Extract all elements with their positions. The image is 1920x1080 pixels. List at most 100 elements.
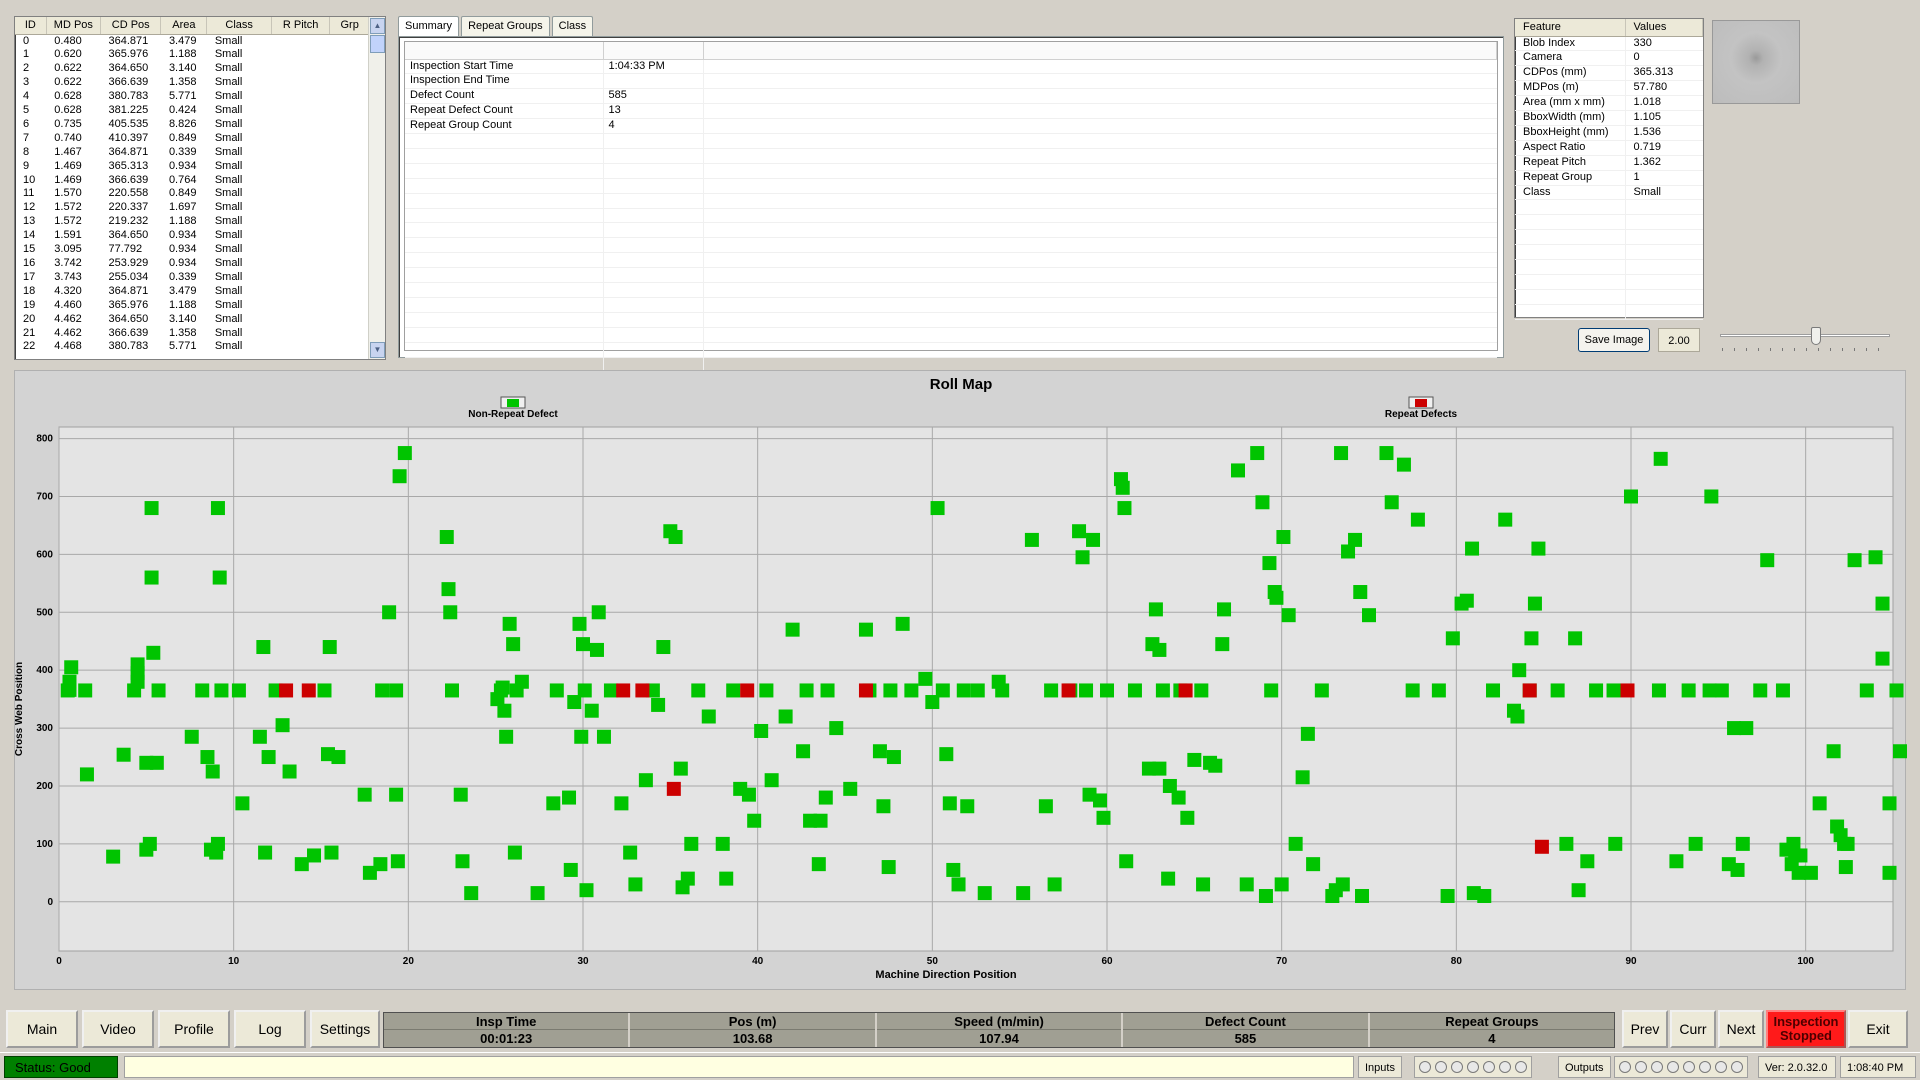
non-repeat-defect-point[interactable] bbox=[294, 857, 309, 872]
non-repeat-defect-point[interactable] bbox=[970, 683, 985, 698]
non-repeat-defect-point[interactable] bbox=[881, 860, 896, 875]
defect-table[interactable]: ID MD Pos CD Pos Area Class R Pitch Grp 0 0.480… bbox=[14, 16, 386, 360]
non-repeat-defect-point[interactable] bbox=[210, 836, 225, 851]
non-repeat-defect-point[interactable] bbox=[261, 750, 276, 765]
table-row[interactable]: 14 1.591 364.650 0.934 Small bbox=[15, 229, 370, 243]
non-repeat-defect-point[interactable] bbox=[1044, 683, 1059, 698]
non-repeat-defect-point[interactable] bbox=[1889, 683, 1904, 698]
non-repeat-defect-point[interactable] bbox=[883, 683, 898, 698]
non-repeat-defect-point[interactable] bbox=[210, 501, 225, 516]
non-repeat-defect-point[interactable] bbox=[1119, 854, 1134, 869]
main-button[interactable]: Main bbox=[6, 1010, 78, 1048]
non-repeat-defect-point[interactable] bbox=[876, 799, 891, 814]
non-repeat-defect-point[interactable] bbox=[935, 683, 950, 698]
non-repeat-defect-point[interactable] bbox=[1300, 726, 1315, 741]
non-repeat-defect-point[interactable] bbox=[818, 790, 833, 805]
non-repeat-defect-point[interactable] bbox=[455, 854, 470, 869]
non-repeat-defect-point[interactable] bbox=[1384, 495, 1399, 510]
non-repeat-defect-point[interactable] bbox=[1730, 862, 1745, 877]
non-repeat-defect-point[interactable] bbox=[1760, 553, 1775, 568]
non-repeat-defect-point[interactable] bbox=[1115, 480, 1130, 495]
prev-button[interactable]: Prev bbox=[1622, 1010, 1668, 1048]
non-repeat-defect-point[interactable] bbox=[1681, 683, 1696, 698]
non-repeat-defect-point[interactable] bbox=[1152, 761, 1167, 776]
curr-button[interactable]: Curr bbox=[1670, 1010, 1716, 1048]
non-repeat-defect-point[interactable] bbox=[1624, 489, 1638, 504]
non-repeat-defect-point[interactable] bbox=[1016, 886, 1031, 901]
non-repeat-defect-point[interactable] bbox=[1527, 596, 1542, 611]
non-repeat-defect-point[interactable] bbox=[149, 755, 164, 770]
non-repeat-defect-point[interactable] bbox=[1231, 463, 1245, 478]
non-repeat-defect-point[interactable] bbox=[502, 616, 517, 631]
non-repeat-defect-point[interactable] bbox=[1589, 683, 1604, 698]
non-repeat-defect-point[interactable] bbox=[895, 616, 910, 631]
non-repeat-defect-point[interactable] bbox=[829, 721, 844, 736]
column-header-area[interactable]: Area bbox=[160, 17, 208, 35]
column-header-grp[interactable]: Grp bbox=[329, 17, 370, 35]
non-repeat-defect-point[interactable] bbox=[951, 877, 966, 892]
non-repeat-defect-point[interactable] bbox=[1753, 683, 1768, 698]
scroll-up-icon[interactable]: ▲ bbox=[370, 18, 385, 34]
table-row[interactable]: 4 0.628 380.783 5.771 Small bbox=[15, 90, 370, 104]
non-repeat-defect-point[interactable] bbox=[1281, 608, 1296, 623]
non-repeat-defect-point[interactable] bbox=[747, 813, 762, 828]
non-repeat-defect-point[interactable] bbox=[567, 695, 582, 710]
non-repeat-defect-point[interactable] bbox=[1405, 683, 1420, 698]
non-repeat-defect-point[interactable] bbox=[1127, 683, 1142, 698]
non-repeat-defect-point[interactable] bbox=[904, 683, 919, 698]
non-repeat-defect-point[interactable] bbox=[1038, 799, 1053, 814]
non-repeat-defect-point[interactable] bbox=[546, 796, 561, 811]
non-repeat-defect-point[interactable] bbox=[322, 640, 337, 655]
non-repeat-defect-point[interactable] bbox=[130, 657, 145, 672]
non-repeat-defect-point[interactable] bbox=[507, 845, 522, 860]
non-repeat-defect-point[interactable] bbox=[1791, 865, 1806, 880]
non-repeat-defect-point[interactable] bbox=[925, 695, 940, 710]
non-repeat-defect-point[interactable] bbox=[1882, 796, 1897, 811]
non-repeat-defect-point[interactable] bbox=[1208, 758, 1223, 773]
tab-summary[interactable]: Summary bbox=[398, 16, 460, 37]
repeat-defect-point[interactable] bbox=[301, 683, 316, 698]
column-header-r-pitch[interactable]: R Pitch bbox=[271, 17, 331, 35]
non-repeat-defect-point[interactable] bbox=[1152, 642, 1167, 657]
non-repeat-defect-point[interactable] bbox=[1096, 810, 1111, 825]
non-repeat-defect-point[interactable] bbox=[562, 790, 577, 805]
non-repeat-defect-point[interactable] bbox=[392, 469, 407, 484]
tab-repeat-groups[interactable]: Repeat Groups bbox=[461, 16, 550, 36]
non-repeat-defect-point[interactable] bbox=[577, 683, 592, 698]
non-repeat-defect-point[interactable] bbox=[813, 813, 828, 828]
non-repeat-defect-point[interactable] bbox=[530, 886, 545, 901]
non-repeat-defect-point[interactable] bbox=[1512, 663, 1527, 678]
table-row[interactable]: 18 4.320 364.871 3.479 Small bbox=[15, 285, 370, 299]
non-repeat-defect-point[interactable] bbox=[1793, 848, 1808, 863]
non-repeat-defect-point[interactable] bbox=[591, 605, 606, 620]
table-row[interactable]: 10 1.469 366.639 0.764 Small bbox=[15, 174, 370, 188]
non-repeat-defect-point[interactable] bbox=[382, 605, 397, 620]
non-repeat-defect-point[interactable] bbox=[1276, 530, 1291, 545]
non-repeat-defect-point[interactable] bbox=[1812, 796, 1827, 811]
non-repeat-defect-point[interactable] bbox=[443, 605, 458, 620]
non-repeat-defect-point[interactable] bbox=[614, 796, 629, 811]
non-repeat-defect-point[interactable] bbox=[79, 767, 94, 782]
scroll-down-icon[interactable]: ▼ bbox=[370, 342, 385, 358]
non-repeat-defect-point[interactable] bbox=[628, 877, 643, 892]
repeat-defect-point[interactable] bbox=[1534, 839, 1549, 854]
non-repeat-defect-point[interactable] bbox=[741, 787, 756, 802]
non-repeat-defect-point[interactable] bbox=[1155, 683, 1170, 698]
repeat-defect-point[interactable] bbox=[740, 683, 755, 698]
non-repeat-defect-point[interactable] bbox=[930, 501, 945, 516]
non-repeat-defect-point[interactable] bbox=[579, 883, 594, 898]
non-repeat-defect-point[interactable] bbox=[499, 729, 514, 744]
non-repeat-defect-point[interactable] bbox=[764, 773, 779, 788]
inspection-toggle-button[interactable]: Inspection Stopped bbox=[1766, 1010, 1846, 1048]
column-header-cd-pos[interactable]: CD Pos bbox=[100, 17, 162, 35]
table-row[interactable]: 22 4.468 380.783 5.771 Small bbox=[15, 340, 370, 354]
non-repeat-defect-point[interactable] bbox=[1786, 836, 1801, 851]
settings-button[interactable]: Settings bbox=[310, 1010, 380, 1048]
non-repeat-defect-point[interactable] bbox=[1704, 489, 1719, 504]
non-repeat-defect-point[interactable] bbox=[439, 530, 454, 545]
non-repeat-defect-point[interactable] bbox=[995, 683, 1010, 698]
non-repeat-defect-point[interactable] bbox=[497, 703, 512, 718]
non-repeat-defect-point[interactable] bbox=[1486, 683, 1501, 698]
non-repeat-defect-point[interactable] bbox=[214, 683, 229, 698]
non-repeat-defect-point[interactable] bbox=[584, 703, 599, 718]
